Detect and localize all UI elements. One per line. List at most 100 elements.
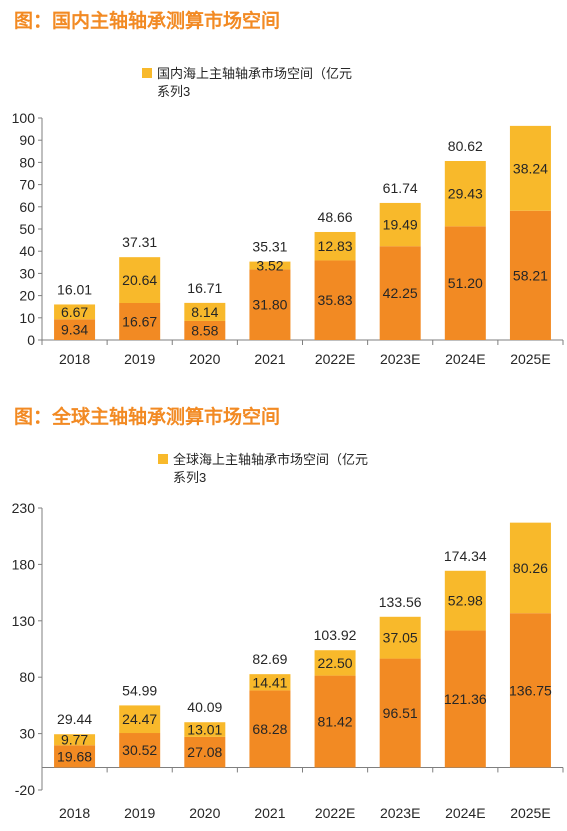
legend-label-top: 全球海上主轴轴承市场空间（亿元 bbox=[173, 452, 368, 467]
bar-top-2021 bbox=[249, 674, 291, 691]
data-label-top: 24.47 bbox=[122, 711, 157, 727]
x-tick-label: 2025E bbox=[510, 805, 550, 821]
x-tick-label: 2021 bbox=[254, 351, 285, 367]
data-label-total: 61.74 bbox=[383, 180, 418, 196]
bar-bottom-2019 bbox=[119, 733, 161, 768]
domestic-chart-panel: 图：国内主轴轴承测算市场空间 国内海上主轴轴承市场空间（亿元 系列3 0 10 20 30… bbox=[0, 0, 567, 380]
data-label-total: 133.56 bbox=[379, 594, 422, 610]
data-label-bottom: 58.21 bbox=[513, 267, 548, 283]
x-tick-label: 2024E bbox=[445, 805, 485, 821]
legend-label-bottom: 系列3 bbox=[173, 470, 206, 485]
y-tick-label: 80 bbox=[19, 154, 35, 170]
data-label-bottom: 8.58 bbox=[191, 322, 218, 338]
y-tick-labels: -20 30 80 130 180 230 bbox=[12, 500, 36, 798]
bar-top-2019 bbox=[119, 257, 161, 303]
x-tick-label: 2018 bbox=[59, 351, 90, 367]
y-tick-label: 0 bbox=[27, 332, 35, 348]
bar-bottom-2024E bbox=[444, 226, 486, 340]
data-label-bottom: 31.80 bbox=[252, 297, 287, 313]
bar-bottom-2022E bbox=[314, 260, 356, 340]
legend-label-bottom: 系列3 bbox=[157, 84, 190, 99]
bar-top-2023E bbox=[379, 616, 421, 659]
y-tick-label: 20 bbox=[19, 288, 35, 304]
data-label-top: 38.24 bbox=[513, 160, 548, 176]
bar-bottom-2019 bbox=[119, 302, 161, 340]
y-tick-label: -20 bbox=[15, 782, 35, 798]
data-label-total: 29.44 bbox=[57, 711, 92, 727]
bar-top-2023E bbox=[379, 202, 421, 247]
data-label-bottom: 51.20 bbox=[448, 275, 483, 291]
bar-top-2018 bbox=[54, 734, 96, 746]
data-label-top: 20.64 bbox=[122, 272, 157, 288]
data-label-total: 16.01 bbox=[57, 281, 92, 297]
bar-bottom-2021 bbox=[249, 269, 291, 340]
bar-bottom-2020 bbox=[184, 320, 226, 340]
bar-top-2020 bbox=[184, 302, 226, 321]
legend-swatch-top bbox=[142, 68, 152, 78]
bar-top-2021 bbox=[249, 261, 291, 270]
bar-bottom-2018 bbox=[54, 745, 96, 768]
chart-title: 图：国内主轴轴承测算市场空间 bbox=[14, 10, 281, 32]
data-label-bottom: 30.52 bbox=[122, 742, 157, 758]
data-label-total: 35.31 bbox=[252, 239, 287, 255]
bar-bottom-2024E bbox=[444, 630, 486, 768]
y-tick-label: 80 bbox=[19, 669, 35, 685]
data-label-top: 13.01 bbox=[187, 722, 222, 738]
bar-top-2022E bbox=[314, 231, 356, 261]
bar-top-2019 bbox=[119, 705, 161, 734]
data-label-total: 103.92 bbox=[314, 627, 357, 643]
data-label-bottom: 19.68 bbox=[57, 748, 92, 764]
y-tick-label: 50 bbox=[19, 221, 35, 237]
data-label-bottom: 68.28 bbox=[252, 721, 287, 737]
x-tick-label: 2022E bbox=[315, 351, 355, 367]
y-tick-label: 180 bbox=[12, 556, 36, 572]
x-tick-label: 2020 bbox=[189, 805, 220, 821]
data-label-top: 8.14 bbox=[191, 304, 218, 320]
bar-bottom-2023E bbox=[379, 658, 421, 768]
data-label-top: 14.41 bbox=[252, 674, 287, 690]
data-label-total: 80.62 bbox=[448, 138, 483, 154]
y-tick-labels: 0 10 20 30 40 50 60 70 80 90 100 bbox=[12, 110, 36, 348]
data-label-top: 52.98 bbox=[448, 593, 483, 609]
data-label-top: 12.83 bbox=[318, 238, 353, 254]
x-tick-label: 2022E bbox=[315, 805, 355, 821]
bar-top-2024E bbox=[444, 161, 486, 227]
bar-bottom-2021 bbox=[249, 690, 291, 768]
data-label-top: 37.05 bbox=[383, 630, 418, 646]
legend-swatch-top bbox=[158, 454, 168, 464]
data-label-bottom: 9.34 bbox=[61, 322, 88, 338]
legend-label-top: 国内海上主轴轴承市场空间（亿元 bbox=[157, 66, 352, 81]
data-label-total: 48.66 bbox=[318, 209, 353, 225]
bar-bottom-2020 bbox=[184, 736, 226, 768]
bar-top-2018 bbox=[54, 304, 96, 320]
bar-top-2020 bbox=[184, 722, 226, 737]
bar-bottom-2022E bbox=[314, 675, 356, 768]
y-tick-label: 130 bbox=[12, 613, 36, 629]
x-tick-label: 2021 bbox=[254, 805, 285, 821]
bar-bottom-2025E bbox=[509, 210, 551, 340]
bar-bottom-2018 bbox=[54, 319, 96, 340]
data-label-bottom: 35.83 bbox=[318, 292, 353, 308]
y-tick-label: 60 bbox=[19, 199, 35, 215]
bar-bottom-2025E bbox=[509, 613, 551, 768]
x-tick-label: 2019 bbox=[124, 351, 155, 367]
data-label-top: 9.77 bbox=[61, 732, 88, 748]
y-tick-label: 230 bbox=[12, 500, 36, 516]
bar-top-2024E bbox=[444, 570, 486, 631]
data-label-total: 174.34 bbox=[444, 548, 487, 564]
data-label-total: 82.69 bbox=[252, 651, 287, 667]
bar-bottom-2023E bbox=[379, 246, 421, 340]
data-label-top: 6.67 bbox=[61, 304, 88, 320]
x-tick-label: 2023E bbox=[380, 805, 420, 821]
x-tick-label: 2024E bbox=[445, 351, 485, 367]
y-tick-label: 10 bbox=[19, 310, 35, 326]
data-label-top: 3.52 bbox=[256, 257, 283, 273]
chart-title: 图：全球主轴轴承测算市场空间 bbox=[14, 406, 281, 428]
data-label-bottom: 27.08 bbox=[187, 744, 222, 760]
data-label-bottom: 121.36 bbox=[444, 691, 487, 707]
x-tick-label: 2019 bbox=[124, 805, 155, 821]
data-label-bottom: 16.67 bbox=[122, 313, 157, 329]
